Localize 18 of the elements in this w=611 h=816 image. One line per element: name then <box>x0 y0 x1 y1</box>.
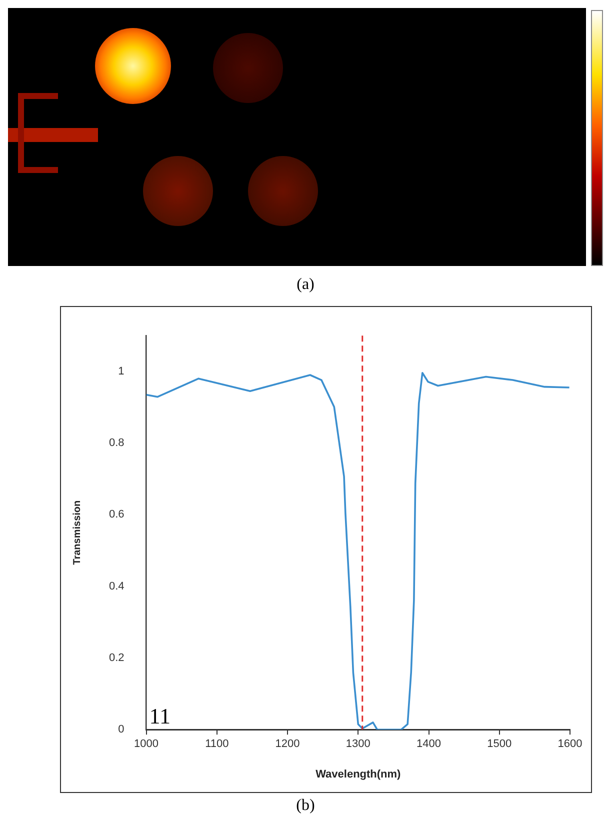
y-tick-label: 0.6 <box>108 508 124 521</box>
y-tick-label: 0.4 <box>108 580 124 592</box>
y-tick-label: 0.8 <box>108 437 124 450</box>
text: (b) <box>295 797 316 815</box>
x-tick-label: 1200 <box>275 738 300 750</box>
x-tick-label: 1400 <box>416 738 442 750</box>
y-tick-label: 0 <box>118 724 124 736</box>
x-tick-label: 1300 <box>346 738 370 750</box>
y-axis-title: Transmission <box>72 500 83 565</box>
y-tick-label: 1 <box>118 365 124 378</box>
x-tick-label: 1500 <box>487 738 512 750</box>
text: (a) <box>296 276 316 294</box>
annotation: 11 <box>149 703 170 728</box>
x-axis-title: Wavelength(nm) <box>316 768 402 780</box>
y-tick-label: 0.2 <box>108 652 124 664</box>
x-tick-label: 1600 <box>558 738 582 750</box>
x-tick-label: 1100 <box>205 738 229 750</box>
x-tick-label: 1000 <box>134 738 159 750</box>
